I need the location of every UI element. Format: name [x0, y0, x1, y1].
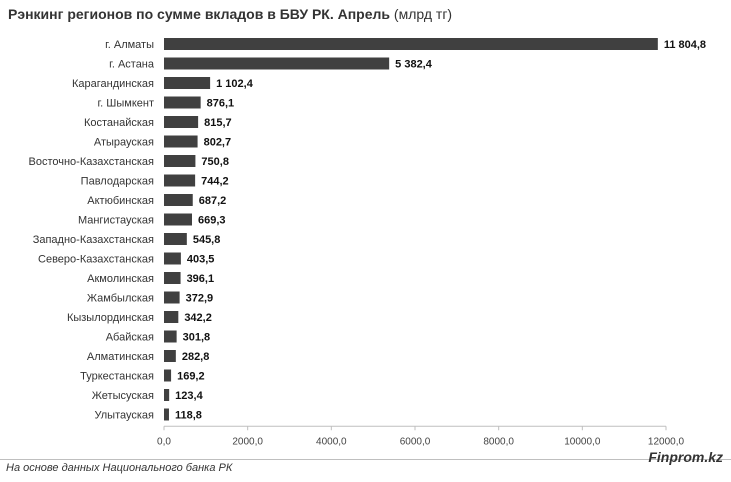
category-label: Костанайская — [84, 117, 154, 129]
data-label: 123,4 — [175, 390, 203, 402]
data-label: 750,8 — [201, 156, 229, 168]
data-label: 301,8 — [183, 332, 211, 344]
x-tick-label: 12000,0 — [648, 436, 685, 447]
category-label: Атырауская — [94, 137, 154, 149]
bar — [164, 408, 169, 421]
category-label: Актюбинская — [87, 195, 154, 207]
chart-title-main: Рэнкинг регионов по сумме вкладов в БВУ … — [8, 6, 391, 22]
bar — [164, 233, 187, 245]
category-label: Карагандинская — [72, 78, 154, 90]
data-label: 396,1 — [187, 273, 215, 285]
bar — [164, 213, 192, 226]
data-label: 342,2 — [184, 312, 212, 324]
category-label: Акмолинская — [87, 273, 154, 285]
category-label: Жамбылская — [87, 293, 154, 305]
category-label: г. Алматы — [105, 39, 154, 51]
bar — [164, 272, 181, 284]
data-label: 876,1 — [207, 98, 235, 110]
bar — [164, 57, 390, 70]
x-tick-label: 4000,0 — [316, 436, 347, 447]
category-label: Северо-Казахстанская — [38, 254, 154, 266]
data-label: 802,7 — [204, 137, 232, 149]
data-label: 372,9 — [186, 293, 214, 305]
bar — [164, 38, 658, 50]
bar — [164, 135, 198, 148]
data-label: 1 102,4 — [216, 78, 254, 90]
data-label: 669,3 — [198, 215, 226, 227]
data-label: 687,2 — [199, 195, 227, 207]
x-tick-label: 2000,0 — [232, 436, 263, 447]
bar — [164, 369, 172, 382]
x-tick-label: 6000,0 — [400, 436, 431, 447]
bar — [164, 252, 181, 265]
data-label: 545,8 — [193, 234, 221, 246]
category-label: Улытауская — [95, 410, 155, 422]
bar — [164, 155, 196, 167]
bar — [164, 389, 170, 401]
category-label: Павлодарская — [81, 176, 154, 188]
x-tick-label: 8000,0 — [483, 436, 514, 447]
category-label: Туркестанская — [80, 371, 154, 383]
data-label: 282,8 — [182, 351, 210, 363]
bar — [164, 77, 211, 89]
data-label: 118,8 — [175, 410, 202, 422]
data-label: 815,7 — [204, 117, 232, 129]
category-label: Абайская — [106, 332, 154, 344]
x-tick-label: 0,0 — [157, 436, 171, 447]
data-label: 11 804,8 — [664, 39, 706, 51]
data-label: 744,2 — [201, 176, 229, 188]
data-label: 169,2 — [177, 371, 205, 383]
category-label: г. Шымкент — [98, 98, 155, 110]
data-label: 403,5 — [187, 254, 215, 266]
bar — [164, 330, 177, 343]
source-note: На основе данных Национального банка РК — [6, 462, 233, 474]
x-tick-label: 10000,0 — [564, 436, 601, 447]
chart-title-unit: (млрд тг) — [393, 6, 453, 22]
category-label: Жетысуская — [92, 390, 154, 402]
category-label: г. Астана — [109, 59, 155, 71]
bar — [164, 311, 179, 323]
bar — [164, 96, 201, 109]
category-label: Мангистауская — [78, 215, 154, 227]
category-label: Алматинская — [87, 351, 154, 363]
category-label: Кызылординская — [67, 312, 154, 324]
chart-title: Рэнкинг регионов по сумме вкладов в БВУ … — [8, 6, 452, 22]
brand-logo: Finprom.kz — [648, 449, 723, 465]
bar — [164, 194, 193, 206]
footer-divider — [0, 459, 731, 460]
bar — [164, 350, 176, 362]
data-label: 5 382,4 — [395, 59, 433, 71]
category-label: Западно-Казахстанская — [33, 234, 154, 246]
bar — [164, 291, 180, 304]
category-label: Восточно-Казахстанская — [28, 156, 154, 168]
bar — [164, 116, 199, 128]
bar — [164, 174, 196, 187]
